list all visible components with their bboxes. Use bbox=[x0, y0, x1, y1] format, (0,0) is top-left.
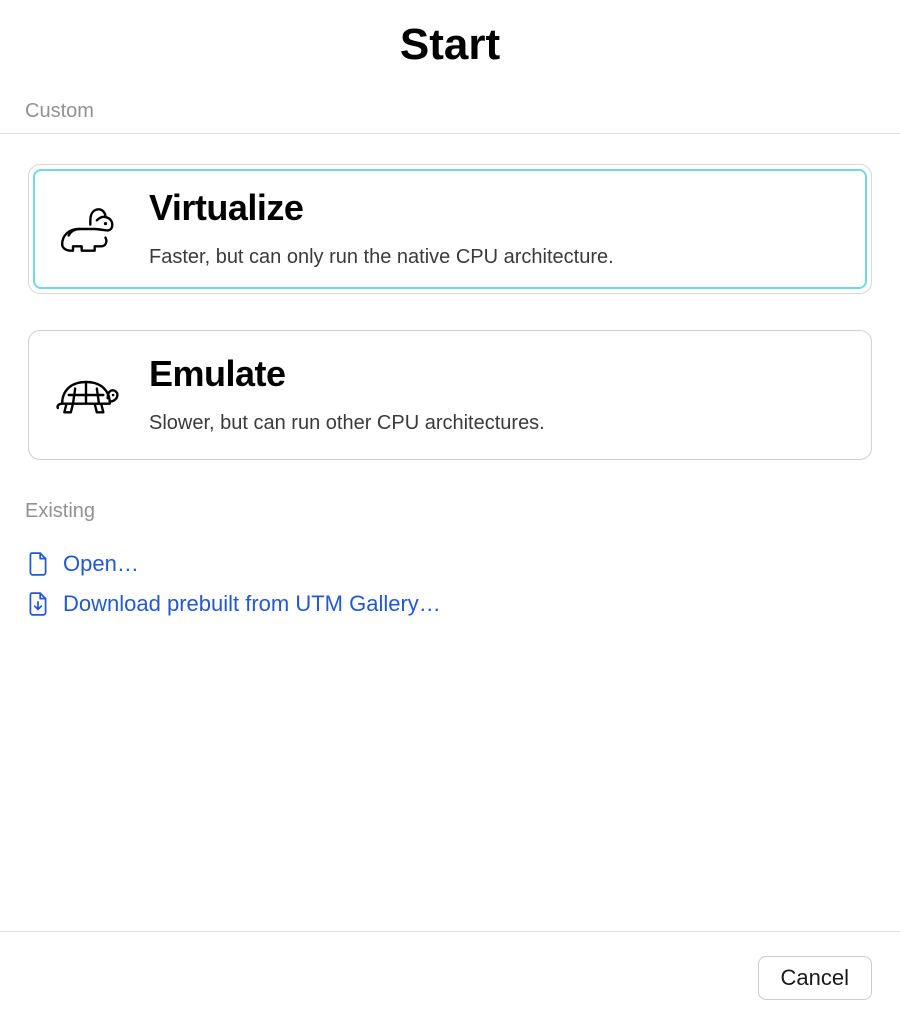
rabbit-icon bbox=[51, 194, 121, 264]
document-icon bbox=[27, 551, 49, 577]
open-link[interactable]: Open… bbox=[27, 551, 900, 577]
emulate-text: Emulate Slower, but can run other CPU ar… bbox=[149, 353, 545, 437]
options-container: Virtualize Faster, but can only run the … bbox=[0, 134, 900, 500]
existing-section-label: Existing bbox=[25, 500, 900, 533]
spacer bbox=[0, 617, 900, 931]
emulate-description: Slower, but can run other CPU architectu… bbox=[149, 409, 545, 437]
virtualize-option[interactable]: Virtualize Faster, but can only run the … bbox=[28, 164, 872, 294]
custom-section-label: Custom bbox=[0, 100, 900, 133]
virtualize-description: Faster, but can only run the native CPU … bbox=[149, 243, 614, 271]
existing-section: Existing Open… Download prebuilt from UT… bbox=[0, 500, 900, 617]
document-download-icon bbox=[27, 591, 49, 617]
open-link-label: Open… bbox=[63, 551, 139, 577]
tortoise-icon bbox=[51, 360, 121, 430]
existing-links: Open… Download prebuilt from UTM Gallery… bbox=[25, 533, 900, 617]
virtualize-text: Virtualize Faster, but can only run the … bbox=[149, 187, 614, 271]
download-link[interactable]: Download prebuilt from UTM Gallery… bbox=[27, 591, 900, 617]
virtualize-title: Virtualize bbox=[149, 187, 614, 229]
emulate-title: Emulate bbox=[149, 353, 545, 395]
cancel-button[interactable]: Cancel bbox=[758, 956, 872, 1000]
footer: Cancel bbox=[0, 931, 900, 1024]
page-title: Start bbox=[0, 0, 900, 100]
emulate-option[interactable]: Emulate Slower, but can run other CPU ar… bbox=[28, 330, 872, 460]
download-link-label: Download prebuilt from UTM Gallery… bbox=[63, 591, 441, 617]
